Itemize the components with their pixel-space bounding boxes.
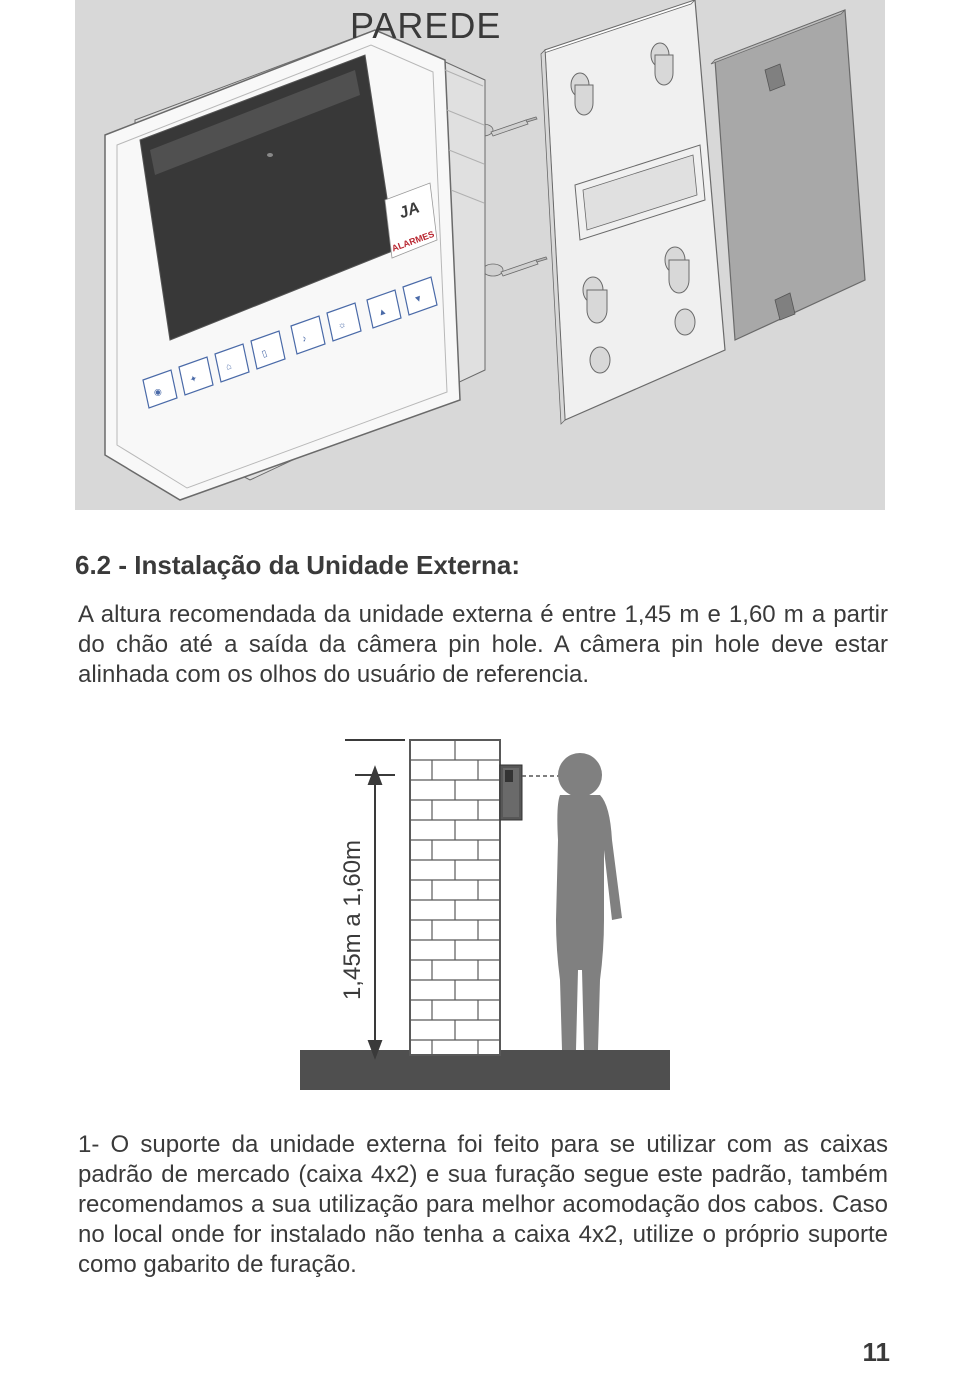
height-label: 1,45m a 1,60m <box>339 840 366 1000</box>
cover-plate <box>711 10 865 340</box>
monitor-unit: JA ALARMES ◉ ✦ ⌂ ▯ ♪ ☼ <box>105 30 485 500</box>
exploded-view-svg: JA ALARMES ◉ ✦ ⌂ ▯ ♪ ☼ <box>75 0 885 510</box>
section-heading: 6.2 - Instalação da Unidade Externa: <box>75 550 520 581</box>
brick-wall <box>410 740 500 1055</box>
parede-label: PAREDE <box>350 5 501 47</box>
height-diagram: 1,45m a 1,60m <box>260 720 700 1100</box>
external-unit <box>500 765 522 820</box>
mounting-bracket <box>541 0 725 424</box>
person-silhouette <box>556 753 622 1050</box>
instructions-paragraph: 1- O suporte da unidade externa foi feit… <box>78 1130 888 1280</box>
screw-bottom <box>483 257 547 276</box>
page-number: 11 <box>863 1337 891 1368</box>
intro-paragraph: A altura recomendada da unidade externa … <box>78 600 888 690</box>
exploded-view-figure: JA ALARMES ◉ ✦ ⌂ ▯ ♪ ☼ <box>75 0 885 510</box>
